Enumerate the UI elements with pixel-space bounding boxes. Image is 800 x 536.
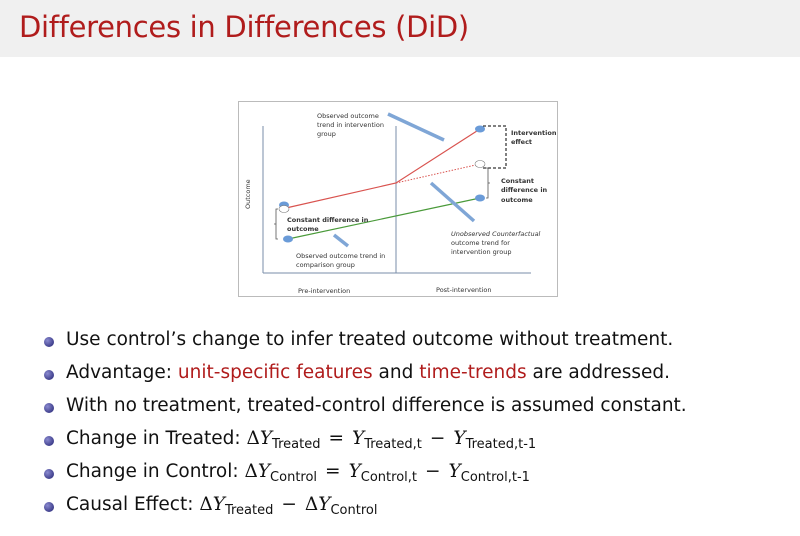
bullet-icon — [44, 502, 54, 512]
svg-text:comparison group: comparison group — [296, 261, 355, 269]
svg-text:Observed outcome: Observed outcome — [317, 112, 379, 120]
highlight-time-trends: time-trends — [419, 362, 527, 383]
point-counterfactual-pre — [278, 205, 290, 213]
left-brace — [274, 208, 278, 240]
figure-border — [238, 101, 558, 297]
svg-text:Observed outcome trend in: Observed outcome trend in — [296, 252, 385, 260]
subscript: Control — [270, 470, 318, 485]
y-axis-label: Outcome — [244, 179, 252, 209]
minus: − — [429, 428, 446, 449]
formula-label: Causal Effect: — [66, 494, 200, 515]
text-segment: Advantage: — [66, 362, 178, 383]
svg-text:outcome trend for: outcome trend for — [451, 239, 510, 247]
point-control-post — [475, 194, 485, 202]
bullet-icon — [44, 403, 54, 413]
svg-text:intervention group: intervention group — [451, 248, 512, 256]
svg-text:group: group — [317, 130, 336, 138]
bullet-icon — [44, 436, 54, 446]
svg-text:effect: effect — [511, 138, 532, 146]
bullet-text: Use control’s change to infer treated ou… — [66, 329, 674, 350]
bullet-icon — [44, 370, 54, 380]
label-observed-comparison: Observed outcome trend in comparison gro… — [296, 252, 385, 269]
var-y: Y — [351, 428, 365, 449]
x-label-pre: Pre-intervention — [298, 287, 350, 295]
svg-text:Unobserved Counterfactual: Unobserved Counterfactual — [451, 230, 541, 238]
arrow-comparison — [332, 233, 350, 248]
var-y: Y — [318, 494, 331, 515]
subscript: Treated,t — [364, 437, 422, 452]
points — [278, 125, 486, 243]
x-label-post: Post-intervention — [436, 286, 492, 294]
slide-header: Differences in Differences (DiD) — [0, 0, 800, 57]
var-y: Y — [257, 461, 271, 482]
label-constant-diff-left: Constant difference in outcome — [287, 216, 369, 233]
svg-text:difference in: difference in — [501, 186, 548, 194]
point-control-pre — [283, 235, 293, 243]
slide-title: Differences in Differences (DiD) — [19, 10, 469, 44]
formula-label: Change in Treated: — [66, 428, 247, 449]
svg-text:Intervention: Intervention — [511, 129, 557, 137]
subscript: Treated,t-1 — [465, 437, 537, 452]
bullet-text: With no treatment, treated-control diffe… — [66, 395, 687, 416]
svg-text:outcome: outcome — [501, 196, 533, 204]
bullet-text: Advantage: unit-specific features and ti… — [66, 362, 670, 383]
formula-treated: Change in Treated: ΔYTreated = YTreated,t −… — [66, 428, 536, 452]
svg-text:Constant: Constant — [501, 177, 534, 185]
subscript: Treated — [272, 437, 321, 452]
delta: Δ — [244, 461, 258, 482]
did-diagram: Outcome Pre-intervention Post-interventi… — [238, 101, 558, 297]
right-brace — [486, 167, 490, 199]
var-y: Y — [448, 461, 461, 482]
bullet-icon — [44, 469, 54, 479]
label-counterfactual: Unobserved Counterfactual outcome trend … — [451, 230, 541, 256]
svg-text:trend in intervention: trend in intervention — [317, 121, 384, 129]
delta: Δ — [304, 494, 319, 515]
point-treated-post — [475, 125, 485, 133]
formula-label: Change in Control: — [66, 461, 245, 482]
svg-text:outcome: outcome — [287, 225, 319, 233]
arrow-intervention — [387, 112, 445, 142]
svg-text:Constant difference in: Constant difference in — [287, 216, 369, 224]
arrows — [332, 112, 476, 248]
var-y: Y — [212, 494, 225, 515]
subscript: Control,t-1 — [460, 470, 530, 485]
bullet-icon — [44, 337, 54, 347]
formula-control: Change in Control: ΔYControl = YControl,t −… — [66, 461, 530, 485]
delta: Δ — [199, 494, 213, 515]
delta: Δ — [246, 428, 260, 449]
arrow-counterfactual — [429, 181, 476, 223]
minus: − — [281, 494, 297, 515]
intervention-effect-bracket — [483, 125, 507, 169]
label-intervention-effect: Intervention effect — [511, 129, 557, 146]
text-segment: are addressed. — [526, 362, 671, 383]
minus: − — [425, 461, 441, 482]
formula-causal-effect: Causal Effect: ΔYTreated − ΔYControl — [66, 494, 377, 518]
subscript: Control — [330, 503, 378, 518]
counterfactual-line — [395, 163, 481, 184]
control-line — [287, 197, 481, 240]
highlight-unit-specific: unit-specific features — [177, 362, 373, 383]
point-counterfactual-post — [474, 160, 486, 168]
var-y: Y — [259, 428, 273, 449]
subscript: Treated — [224, 503, 274, 518]
equals: = — [325, 461, 341, 482]
text-segment: and — [372, 362, 420, 383]
label-observed-intervention: Observed outcome trend in intervention g… — [317, 112, 384, 138]
subscript: Control,t — [360, 470, 418, 485]
var-y: Y — [453, 428, 466, 449]
equals: = — [328, 428, 344, 449]
var-y: Y — [348, 461, 361, 482]
label-constant-diff-right: Constant difference in outcome — [501, 177, 548, 204]
